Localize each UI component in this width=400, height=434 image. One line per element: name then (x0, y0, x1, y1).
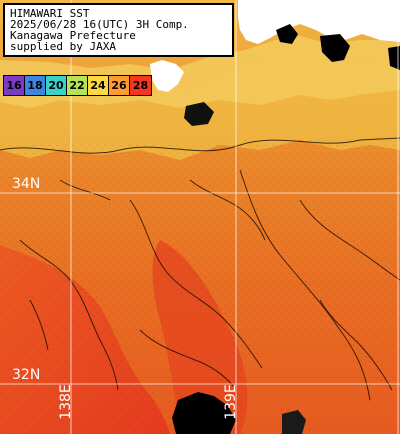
caption-region: Kanagawa Prefecture (10, 29, 136, 42)
caption-timestamp: 2025/06/28 16(UTC) 3H Comp. (10, 18, 189, 31)
land-peninsula (150, 60, 184, 92)
legend-swatch-18: 18 (25, 76, 46, 95)
caption-box: HIMAWARI SST 2025/06/28 16(UTC) 3H Comp.… (3, 3, 234, 57)
latitude-label-32n: 32N (12, 367, 41, 383)
caption-title: HIMAWARI SST (10, 7, 90, 20)
data-speckle (0, 140, 400, 434)
caption-source: supplied by JAXA (10, 40, 116, 53)
latitude-label-34n: 34N (12, 176, 41, 192)
cloud-patch-northeast (320, 34, 350, 62)
temperature-legend: 16 18 20 22 24 26 28 (3, 75, 152, 96)
longitude-label-138e: 138E (58, 384, 74, 420)
cloud-patch-east (388, 46, 400, 70)
legend-swatch-16: 16 (4, 76, 25, 95)
cloud-patch-bay (184, 102, 214, 126)
longitude-label-138e-wrap: 138E (58, 382, 74, 422)
legend-swatch-24: 24 (88, 76, 109, 95)
longitude-label-139e-wrap: 139E (223, 382, 239, 422)
legend-swatch-20: 20 (46, 76, 67, 95)
legend-swatch-22: 22 (67, 76, 88, 95)
cloud-patch-north (276, 24, 298, 44)
legend-swatch-28: 28 (130, 76, 151, 95)
longitude-label-139e: 139E (223, 384, 239, 420)
legend-swatch-26: 26 (109, 76, 130, 95)
